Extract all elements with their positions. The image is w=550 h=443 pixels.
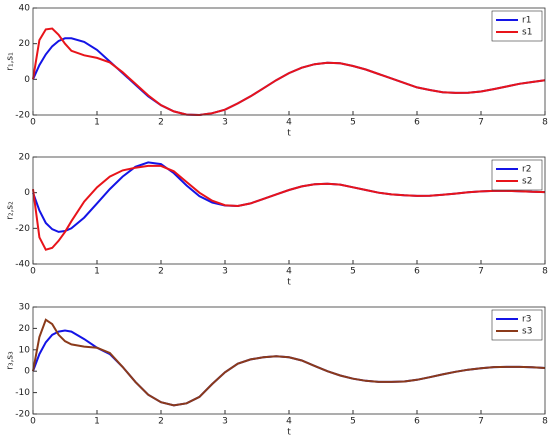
y-axis-label: r₂,s₂: [6, 201, 16, 220]
x-tick-label: 7: [478, 417, 484, 427]
y-tick-label: 0: [24, 75, 30, 85]
legend-label: s1: [522, 28, 532, 38]
y-tick-label: -10: [15, 388, 30, 398]
x-tick-label: 6: [414, 417, 420, 427]
axes-box: [32, 306, 546, 415]
line-series: [32, 164, 546, 251]
x-tick-label: 4: [286, 267, 292, 277]
legend-label: s2: [522, 177, 532, 187]
y-tick-label: 0: [24, 188, 30, 198]
x-tick-label: 6: [414, 267, 420, 277]
y-tick-label: 30: [19, 303, 31, 313]
y-tick-label: 20: [19, 39, 31, 49]
x-tick-label: 0: [30, 417, 36, 427]
x-tick-label: 2: [158, 267, 164, 277]
y-tick-label: -20: [15, 111, 30, 121]
axes-box: [32, 156, 546, 265]
y-tick-label: 0: [24, 367, 30, 377]
line-series: [32, 27, 546, 117]
x-axis-label: t: [287, 278, 291, 288]
x-tick-label: 0: [30, 118, 36, 128]
x-tick-label: 8: [542, 417, 548, 427]
line-series: [32, 37, 546, 117]
y-tick-label: -20: [15, 224, 30, 234]
x-tick-label: 5: [350, 118, 356, 128]
y-tick-label: 20: [19, 324, 31, 334]
x-tick-label: 2: [158, 417, 164, 427]
legend-box: [491, 309, 543, 341]
x-tick-label: 6: [414, 118, 420, 128]
y-axis-label: r₃,s₃: [6, 351, 16, 370]
legend-box: [491, 10, 543, 42]
x-tick-label: 1: [94, 267, 100, 277]
x-axis-label: t: [287, 428, 291, 438]
x-tick-label: 4: [286, 118, 292, 128]
line-series: [32, 329, 546, 407]
x-tick-label: 4: [286, 417, 292, 427]
legend-label: r2: [522, 165, 531, 175]
y-tick-label: 40: [19, 4, 31, 14]
line-series: [32, 161, 546, 233]
legend-box: [491, 159, 543, 191]
x-tick-label: 2: [158, 118, 164, 128]
x-tick-label: 3: [222, 267, 228, 277]
legend-label: r1: [522, 16, 531, 26]
x-tick-label: 5: [350, 267, 356, 277]
x-tick-label: 5: [350, 417, 356, 427]
x-tick-label: 7: [478, 118, 484, 128]
line-series: [32, 318, 546, 407]
y-tick-label: 10: [19, 345, 31, 355]
y-tick-label: 20: [19, 153, 31, 163]
y-axis-label: r₁,s₁: [6, 52, 16, 71]
legend-label: r3: [522, 315, 531, 325]
x-tick-label: 8: [542, 118, 548, 128]
x-tick-label: 3: [222, 417, 228, 427]
axes-box: [32, 7, 546, 116]
x-tick-label: 1: [94, 118, 100, 128]
x-tick-label: 0: [30, 267, 36, 277]
x-tick-label: 7: [478, 267, 484, 277]
x-tick-label: 1: [94, 417, 100, 427]
y-tick-label: -20: [15, 410, 30, 420]
x-tick-label: 3: [222, 118, 228, 128]
legend-label: s3: [522, 327, 532, 337]
x-axis-label: t: [287, 129, 291, 139]
y-tick-label: -40: [15, 260, 30, 270]
x-tick-label: 8: [542, 267, 548, 277]
